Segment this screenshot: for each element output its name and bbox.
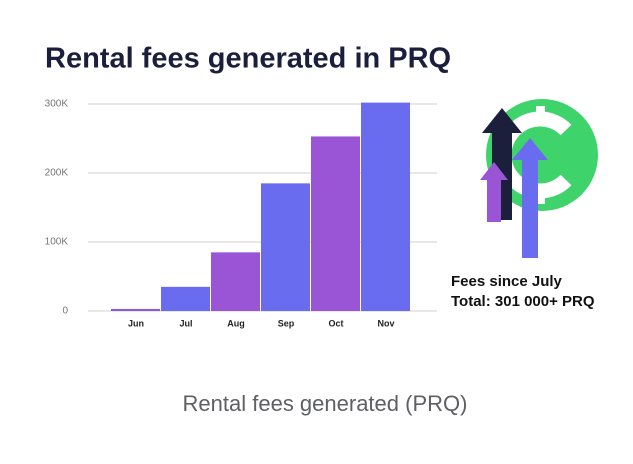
coin-icon xyxy=(480,99,598,258)
y-tick-label: 200K xyxy=(45,168,69,179)
bar xyxy=(161,286,210,311)
annotation: Total: 301 000+ PRQ xyxy=(451,293,595,310)
bar xyxy=(361,102,410,312)
bar xyxy=(211,252,260,311)
y-tick-label: 300K xyxy=(45,99,69,110)
x-tick-label: Jul xyxy=(179,318,192,328)
x-tick-label: Jun xyxy=(128,318,144,328)
x-tick-label: Oct xyxy=(328,318,343,328)
y-tick-label: 0 xyxy=(62,306,68,317)
x-tick-label: Nov xyxy=(377,318,394,328)
annotation: Fees since July xyxy=(451,273,563,290)
caption: Rental fees generated (PRQ) xyxy=(183,391,468,416)
bar xyxy=(261,183,310,311)
bar xyxy=(311,136,360,311)
y-tick-label: 100K xyxy=(45,237,69,248)
chart-title: Rental fees generated in PRQ xyxy=(45,43,451,75)
x-tick-label: Sep xyxy=(278,318,295,328)
x-tick-label: Aug xyxy=(227,318,245,328)
bar xyxy=(111,308,160,311)
